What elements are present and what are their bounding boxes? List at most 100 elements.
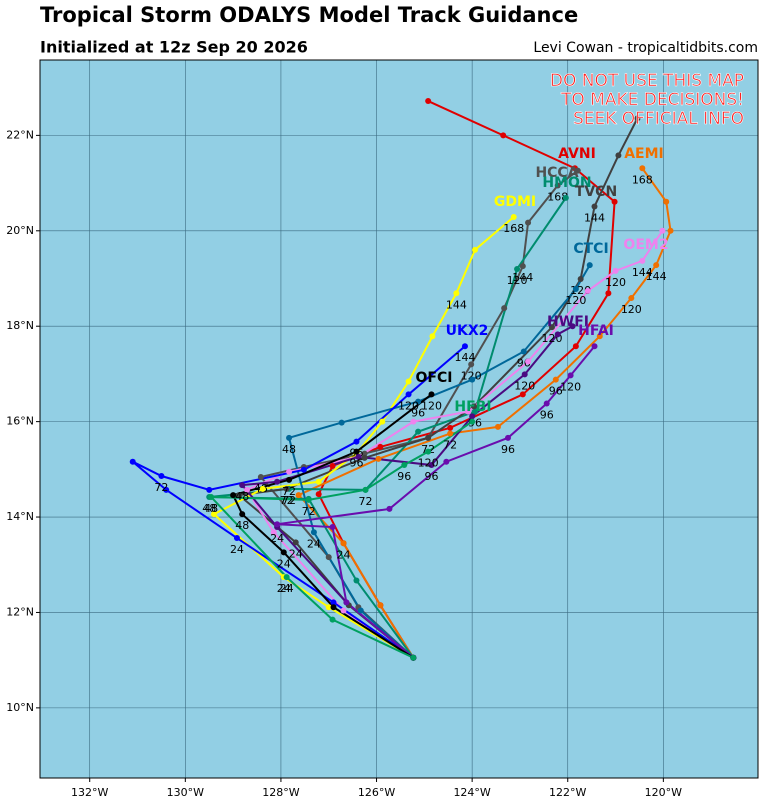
track-point	[270, 529, 277, 536]
track-point	[355, 453, 362, 460]
track-point	[591, 343, 598, 350]
track-line	[296, 167, 672, 659]
track-point	[465, 408, 472, 415]
track-point	[634, 115, 641, 122]
hour-label: 72	[282, 494, 296, 507]
hour-label: 72	[154, 481, 168, 494]
x-tick-label: 120°W	[645, 786, 682, 799]
hour-label: 72	[443, 439, 457, 452]
chart-subtitle: Initialized at 12z Sep 20 2026	[40, 38, 308, 57]
track-point	[472, 246, 479, 253]
legend-label: HWFI	[547, 314, 589, 330]
y-tick-label: 16°N	[6, 415, 34, 428]
legend-label: HFBI	[454, 399, 491, 415]
x-tick-label: 124°W	[453, 786, 490, 799]
hour-label: 96	[501, 443, 515, 456]
legend-label: AEMI	[624, 146, 664, 162]
track-point	[243, 486, 250, 493]
legend-label: TVCN	[575, 184, 617, 200]
track-point	[569, 323, 576, 330]
hour-label: 48	[235, 490, 249, 503]
hour-label: 96	[349, 457, 363, 470]
track-point	[235, 492, 242, 499]
track-point	[274, 478, 281, 485]
track-point	[310, 529, 317, 536]
track-point	[639, 165, 646, 172]
track-point	[377, 602, 384, 609]
track-point	[286, 468, 293, 475]
track-point	[415, 398, 422, 405]
track-point	[510, 213, 517, 220]
x-tick-label: 126°W	[358, 786, 395, 799]
hour-label: 168	[503, 222, 524, 235]
hour-label: 96	[397, 470, 411, 483]
track-line	[317, 100, 616, 659]
track-point	[329, 616, 336, 623]
track-point	[340, 540, 347, 547]
track-point	[230, 492, 237, 499]
y-tick-label: 12°N	[6, 605, 34, 618]
track-point	[343, 599, 350, 606]
hour-label: 120	[605, 276, 626, 289]
track-point	[659, 227, 666, 234]
track-point	[443, 458, 450, 465]
hour-label: 72	[280, 494, 294, 507]
track-point	[362, 486, 369, 493]
hour-label: 120	[514, 379, 535, 392]
credit: Levi Cowan - tropicaltidbits.com	[533, 40, 758, 56]
track-point	[163, 486, 170, 493]
legend-label: OEM2	[623, 237, 668, 253]
hour-label: 96	[411, 407, 425, 420]
hour-label: 48	[282, 443, 296, 456]
hour-label: 96	[425, 470, 439, 483]
hour-label: 24	[277, 582, 291, 595]
track-point	[596, 333, 603, 340]
hour-label: 24	[277, 557, 291, 570]
track-line	[231, 393, 433, 659]
track-point	[639, 257, 646, 264]
x-tick-label: 122°W	[549, 786, 586, 799]
y-tick-label: 18°N	[6, 319, 34, 332]
track-point	[292, 539, 299, 546]
legend-label: HCCA	[535, 165, 578, 181]
track-point	[410, 418, 417, 425]
track-point	[425, 98, 432, 105]
x-tick-label: 128°W	[262, 786, 299, 799]
track-point	[572, 285, 579, 292]
hour-label: 120	[461, 369, 482, 382]
y-tick-label: 20°N	[6, 224, 34, 237]
hour-label: 72	[359, 495, 373, 508]
y-tick-label: 22°N	[6, 128, 34, 141]
hour-label: 144	[512, 271, 533, 284]
track-point	[415, 428, 422, 435]
track-point	[447, 430, 454, 437]
hour-label: 24	[280, 582, 294, 595]
track-point	[295, 492, 302, 499]
track-point	[239, 482, 246, 489]
track-point	[401, 462, 408, 469]
track-point	[361, 450, 368, 457]
hour-label: 120	[565, 294, 586, 307]
track-point	[584, 287, 591, 294]
track-point	[283, 485, 290, 492]
track-line	[209, 197, 567, 659]
legend-label: AVNI	[558, 146, 596, 162]
track-line	[276, 345, 596, 659]
track-point	[653, 262, 660, 269]
hour-label: 24	[270, 532, 284, 545]
hour-label: 48	[235, 519, 249, 532]
track-point	[469, 376, 476, 383]
track-point	[501, 305, 508, 312]
track-point	[521, 371, 528, 378]
track-point	[286, 476, 293, 483]
track-point	[552, 376, 559, 383]
track-point	[663, 198, 670, 205]
track-point	[211, 511, 218, 518]
track-point	[567, 372, 574, 379]
track-point	[300, 466, 307, 473]
track-point	[572, 343, 579, 350]
track-point	[469, 418, 476, 425]
hour-label: 120	[418, 457, 439, 470]
track-line	[287, 264, 591, 659]
